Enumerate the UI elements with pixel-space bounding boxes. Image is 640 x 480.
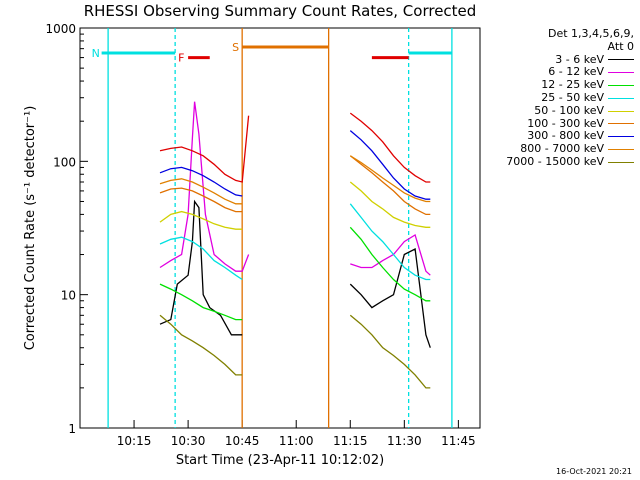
legend-label: 25 - 50 keV xyxy=(541,90,604,104)
legend-label: 12 - 25 keV xyxy=(541,78,604,92)
x-tick-label: 11:45 xyxy=(441,434,476,448)
legend-swatch xyxy=(608,72,634,74)
legend-swatch xyxy=(608,136,634,138)
flag-label-N: N xyxy=(92,47,100,60)
series-line-0 xyxy=(349,248,431,348)
x-tick-label: 10:45 xyxy=(225,434,260,448)
timestamp: 16-Oct-2021 20:21 xyxy=(556,467,632,476)
series-line-3 xyxy=(349,203,431,281)
series-line-8 xyxy=(159,314,243,376)
legend-label: 7000 - 15000 keV xyxy=(506,154,604,168)
x-tick-label: 11:15 xyxy=(333,434,368,448)
legend-item: 25 - 50 keV xyxy=(484,90,634,105)
flag-label-S: S xyxy=(232,41,239,54)
plot-marks: FN S xyxy=(92,28,453,428)
series-line-9 xyxy=(159,115,250,183)
series-line-8 xyxy=(349,314,431,389)
x-tick-label: 11:00 xyxy=(279,434,314,448)
legend-label: 3 - 6 keV xyxy=(555,52,604,66)
legend-swatch xyxy=(608,110,634,112)
series-line-2 xyxy=(349,226,431,302)
legend-header-2: Att 0 xyxy=(607,39,634,53)
series-line-0 xyxy=(159,199,243,336)
flag-label-F: F xyxy=(178,52,184,65)
legend-item: 800 - 7000 keV xyxy=(484,142,634,156)
legend-label: 50 - 100 keV xyxy=(534,103,604,117)
x-tick-label: 11:30 xyxy=(387,434,422,448)
legend-label: 300 - 800 keV xyxy=(527,129,604,143)
y-tick-label: 10 xyxy=(61,289,76,303)
legend-swatch xyxy=(608,97,634,99)
x-tick-label: 10:15 xyxy=(117,434,152,448)
series-line-6 xyxy=(349,130,431,200)
legend-item: 50 - 100 keV xyxy=(484,103,634,118)
legend: Det 1,3,4,5,6,9, Att 0 3 - 6 keV 6 - 12 k… xyxy=(484,27,634,169)
series-line-7 xyxy=(159,178,243,205)
legend-header-1: Det 1,3,4,5,6,9, xyxy=(547,27,634,40)
legend-label: 6 - 12 keV xyxy=(548,65,604,79)
chart-title: RHESSI Observing Summary Count Rates, Co… xyxy=(83,2,477,20)
y-tick-label: 100 xyxy=(53,155,76,169)
legend-item: 6 - 12 keV xyxy=(484,66,634,79)
legend-swatch xyxy=(608,161,634,163)
legend-item: 7000 - 15000 keV xyxy=(484,154,634,169)
series-line-2 xyxy=(159,283,243,321)
series-line-4 xyxy=(349,181,431,228)
series-line-6 xyxy=(159,166,243,197)
series-line-1 xyxy=(159,101,250,272)
legend-item: 12 - 25 keV xyxy=(484,78,634,92)
y-tick-label: 1 xyxy=(68,422,76,436)
legend-swatch xyxy=(608,123,634,125)
plot-axes: 1 10 100 1000 10:15 10:30 10:45 11:00 11:15 11:30… xyxy=(23,22,481,468)
series-line-4 xyxy=(159,210,243,230)
legend-swatch xyxy=(608,85,634,87)
legend-label: 800 - 7000 keV xyxy=(520,142,604,156)
series-line-5 xyxy=(159,187,243,213)
legend-label: 100 - 300 keV xyxy=(527,116,604,130)
series-line-3 xyxy=(159,236,243,281)
x-tick-label: 10:30 xyxy=(171,434,206,448)
y-axis-label: Corrected Count Rate (s⁻¹ detector⁻¹) xyxy=(23,106,38,351)
y-tick-label: 1000 xyxy=(45,22,76,36)
legend-item: 300 - 800 keV xyxy=(484,130,634,143)
x-axis-label: Start Time (23-Apr-11 10:12:02) xyxy=(176,453,384,468)
series-line-9 xyxy=(349,112,431,183)
plot-frame xyxy=(79,27,481,429)
series-line-7 xyxy=(349,155,431,203)
legend-swatch xyxy=(608,149,634,151)
legend-swatch xyxy=(608,59,634,61)
legend-item: 100 - 300 keV xyxy=(484,116,634,131)
legend-item: 3 - 6 keV xyxy=(484,52,634,67)
series-line-5 xyxy=(349,155,431,216)
